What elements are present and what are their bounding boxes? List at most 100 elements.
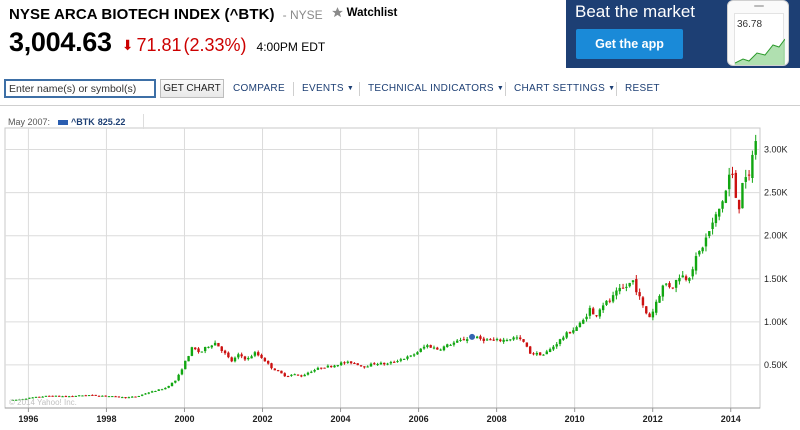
candle-body	[426, 345, 429, 348]
candle-body	[482, 338, 485, 341]
chart-toolbar: GET CHART COMPARE EVENTS▼ TECHNICAL INDI…	[0, 76, 800, 102]
candle-body	[339, 362, 343, 366]
compare-button[interactable]: COMPARE	[233, 83, 285, 94]
candle-body	[698, 251, 701, 255]
exchange-label: - NYSE	[282, 8, 323, 22]
candle-body	[664, 283, 668, 285]
symbol-search-input[interactable]	[4, 79, 156, 98]
candle-body	[701, 247, 704, 252]
candle-body	[565, 332, 568, 338]
candle-body	[38, 396, 41, 398]
candle-body	[97, 395, 101, 397]
candle-body	[605, 300, 608, 305]
candle-body	[21, 399, 24, 401]
candle-body	[376, 364, 379, 366]
candle-body	[276, 370, 280, 372]
candle-body	[628, 282, 631, 287]
candle-body	[655, 301, 658, 313]
candle-body	[731, 173, 734, 175]
candle-body	[479, 336, 482, 339]
technical-indicators-menu[interactable]: TECHNICAL INDICATORS ▼	[368, 83, 504, 94]
candle-body	[71, 396, 74, 398]
y-tick-label: 2.50K	[764, 188, 788, 198]
candle-body	[552, 346, 555, 350]
candle-body	[154, 391, 157, 393]
candle-body	[366, 366, 369, 368]
x-tick-label: 2014	[721, 414, 741, 424]
watchlist-button[interactable]: Watchlist	[331, 6, 397, 19]
candle-body	[197, 348, 200, 353]
legend-box	[4, 114, 144, 129]
candle-body	[74, 395, 78, 397]
y-tick-label: 2.00K	[764, 231, 788, 241]
candle-body	[316, 367, 320, 370]
candle-body	[157, 389, 160, 391]
legend-date: May 2007:	[8, 117, 51, 127]
chart-settings-menu[interactable]: CHART SETTINGS ▼	[514, 83, 615, 94]
candle-body	[31, 397, 34, 399]
candle-body	[393, 361, 396, 363]
candle-body	[28, 397, 31, 399]
candle-body	[674, 279, 678, 288]
candle-body	[48, 395, 51, 397]
candle-body	[18, 399, 21, 401]
chart-canvas[interactable]: 0.50K 1.00K 1.50K 2.00K 2.50K 3.00K 1996 1998 20…	[0, 106, 800, 430]
candle-body	[137, 396, 141, 398]
candle-body	[499, 339, 502, 342]
candle-body	[591, 308, 595, 315]
candle-body	[419, 348, 422, 352]
candle-body	[253, 352, 257, 356]
ad-headline: Beat the market	[575, 2, 696, 21]
candle-body	[270, 363, 273, 369]
candle-body	[184, 360, 187, 370]
x-tick-label: 1996	[18, 414, 38, 424]
get-app-button[interactable]: Get the app	[576, 29, 683, 59]
candle-body	[681, 275, 684, 278]
candle-body	[84, 395, 87, 397]
candle-body	[727, 174, 731, 190]
caret-down-icon: ▼	[608, 85, 616, 92]
candle-body	[283, 373, 286, 377]
candle-body	[734, 172, 738, 198]
candle-body	[160, 389, 164, 391]
legend-swatch	[58, 119, 69, 125]
candle-body	[14, 399, 18, 401]
candle-body	[346, 361, 349, 363]
candle-body	[111, 396, 114, 398]
candle-body	[492, 339, 495, 341]
candle-body	[402, 358, 406, 360]
candle-body	[645, 306, 648, 314]
candle-body	[310, 371, 313, 373]
candle-body	[459, 339, 462, 341]
quote-header: NYSE ARCA BIOTECH INDEX (^BTK) - NYSE Wa…	[0, 0, 800, 72]
candle-body	[194, 347, 197, 350]
get-chart-button[interactable]: GET CHART	[160, 79, 224, 98]
candle-body	[446, 344, 449, 348]
candle-body	[164, 387, 167, 390]
reset-button[interactable]: RESET	[625, 83, 660, 94]
price-chart[interactable]: 0.50K 1.00K 1.50K 2.00K 2.50K 3.00K 1996 1998 20…	[0, 106, 800, 430]
copyright-text: © 2014 Yahoo! Inc.	[9, 398, 77, 407]
candle-body	[611, 295, 615, 302]
candle-body	[266, 360, 270, 364]
x-tick-label: 2012	[643, 414, 663, 424]
candle-body	[575, 327, 578, 331]
candle-body	[34, 396, 38, 398]
candle-body	[343, 362, 346, 364]
legend-series-value: 825.22	[97, 117, 126, 127]
candle-body	[147, 392, 150, 394]
candle-body	[714, 214, 718, 224]
candle-body	[263, 358, 267, 362]
legend-series-name: ^BTK	[71, 117, 95, 127]
candle-body	[422, 346, 426, 349]
candle-body	[737, 199, 741, 210]
events-menu[interactable]: EVENTS ▼	[302, 83, 354, 94]
candle-body	[94, 394, 97, 396]
candle-body	[595, 315, 598, 317]
candle-body	[237, 354, 240, 358]
candle-body	[462, 339, 466, 341]
candle-body	[485, 339, 489, 341]
phone-illustration: 36.78	[727, 0, 789, 66]
x-tick-label: 2000	[174, 414, 194, 424]
candle-body	[641, 297, 645, 306]
